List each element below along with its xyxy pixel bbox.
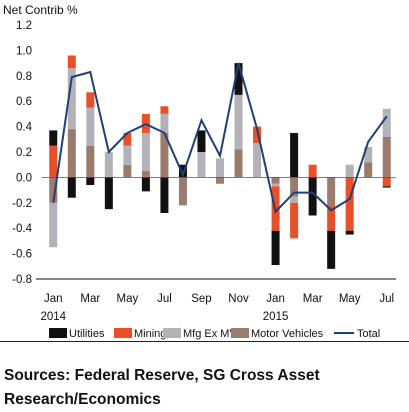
- bar-segment: [104, 152, 113, 178]
- bar-segment: [178, 164, 187, 178]
- bar-segment: [364, 162, 373, 178]
- y-tick-label: 0.8: [16, 71, 32, 83]
- y-tick-label: -0.4: [12, 223, 32, 235]
- source-text: Sources: Federal Reserve, SG Cross Asset…: [4, 367, 320, 408]
- x-tick-label: Mar: [80, 293, 100, 305]
- legend-swatch: [163, 328, 181, 338]
- bar-segment: [345, 177, 354, 231]
- bar-segment: [160, 113, 169, 133]
- bar-segment: [123, 164, 132, 178]
- bar-segment: [253, 143, 262, 178]
- bar-segment: [49, 177, 58, 203]
- bar-segment: [271, 183, 280, 187]
- bar-segment: [104, 177, 113, 210]
- legend: Utilities Mining Mfg Ex MV Motor Vehicles To…: [49, 328, 380, 340]
- bar-segment: [253, 126, 262, 144]
- legend-label: Total: [357, 328, 380, 340]
- bar-segment: [382, 108, 391, 137]
- bar-segment: [345, 230, 354, 235]
- bar-segment: [234, 94, 243, 150]
- bar-segment: [49, 202, 58, 248]
- legend-swatch: [231, 328, 249, 338]
- x-year-label: 2015: [263, 311, 289, 323]
- y-tick-label: 0.0: [16, 172, 32, 184]
- y-axis-title: Net Contrib %: [3, 3, 78, 17]
- bar-segment: [308, 177, 317, 216]
- x-tick-label: Mar: [303, 293, 323, 305]
- bar-segment: [234, 63, 243, 95]
- bar-segment: [345, 164, 354, 178]
- bar-segment: [271, 177, 280, 184]
- y-tick-label: -0.8: [12, 274, 32, 286]
- legend-swatch: [114, 328, 132, 338]
- bar-segment: [123, 145, 132, 165]
- bar-segment: [67, 177, 76, 198]
- legend-label: Utilities: [69, 328, 105, 340]
- bar-segment: [290, 177, 299, 197]
- bar-segment: [271, 230, 280, 266]
- bar-segment: [327, 205, 336, 231]
- bar-segment: [49, 145, 58, 178]
- x-tick-label: Jan: [266, 293, 285, 305]
- bar-segment: [86, 107, 95, 146]
- bar-segment: [178, 177, 187, 206]
- bar-segment: [86, 177, 95, 186]
- bar-segment: [67, 68, 76, 130]
- x-tick-label: Jul: [157, 293, 172, 305]
- bars: [49, 55, 391, 269]
- bar-segment: [123, 132, 132, 146]
- y-tick-label: -0.2: [12, 198, 32, 210]
- x-year-label: 2014: [40, 311, 66, 323]
- y-tick-label: 0.6: [16, 96, 32, 108]
- y-tick-label: 0.4: [16, 122, 33, 134]
- bar-segment: [86, 92, 95, 108]
- bar-segment: [86, 145, 95, 178]
- bar-segment: [327, 177, 336, 206]
- bar-segment: [234, 149, 243, 178]
- bar-segment: [67, 129, 76, 178]
- bar-segment: [67, 55, 76, 69]
- bar-segment: [382, 177, 391, 187]
- y-axis-ticks: -0.8 -0.6 -0.4 -0.2 0.0 0.2 0.4 0.6 0.8 1.0 1.2: [12, 20, 32, 286]
- bar-segment: [290, 132, 299, 178]
- x-tick-label: May: [339, 293, 361, 305]
- source-footer: Sources: Federal Reserve, SG Cross Asset…: [0, 341, 409, 412]
- bar-segment: [290, 202, 299, 239]
- legend-label: Mining: [134, 328, 166, 340]
- bar-segment: [49, 130, 58, 146]
- bar-segment: [382, 136, 391, 178]
- bar-segment: [364, 146, 373, 163]
- bar-segment: [382, 186, 391, 188]
- bar-segment: [160, 106, 169, 114]
- bar-segment: [216, 177, 224, 184]
- x-axis: Jan Mar May Jul Sep Nov Jan Mar May Jul 2014 2015: [36, 278, 396, 323]
- bar-segment: [141, 171, 150, 178]
- bar-segment: [197, 130, 206, 152]
- total-series-line: [52, 62, 388, 214]
- x-tick-label: Sep: [191, 293, 211, 305]
- x-tick-label: Jan: [44, 293, 63, 305]
- y-tick-label: 1.0: [16, 45, 32, 57]
- total-line: [52, 62, 388, 214]
- legend-label: Motor Vehicles: [251, 328, 324, 340]
- bar-segment: [160, 132, 169, 178]
- chart: Net Contrib % -0.8 -0.6 -0.4 -0.2 0.0 0.2 0.4 0…: [3, 3, 396, 340]
- y-tick-label: 1.2: [16, 20, 32, 32]
- legend-label: Mfg Ex MV: [183, 328, 237, 340]
- bar-segment: [290, 196, 299, 203]
- legend-swatch: [49, 328, 67, 338]
- x-tick-label: Nov: [228, 293, 249, 305]
- bar-segment: [197, 152, 206, 178]
- x-tick-label: May: [117, 293, 139, 305]
- y-tick-label: 0.2: [16, 147, 32, 159]
- bar-segment: [141, 177, 150, 192]
- bar-segment: [141, 132, 150, 172]
- bar-segment: [308, 164, 317, 178]
- x-tick-label: Jul: [379, 293, 394, 305]
- bar-segment: [160, 177, 169, 213]
- y-tick-label: -0.6: [12, 249, 32, 261]
- bar-segment: [216, 158, 224, 178]
- bar-segment: [327, 230, 336, 269]
